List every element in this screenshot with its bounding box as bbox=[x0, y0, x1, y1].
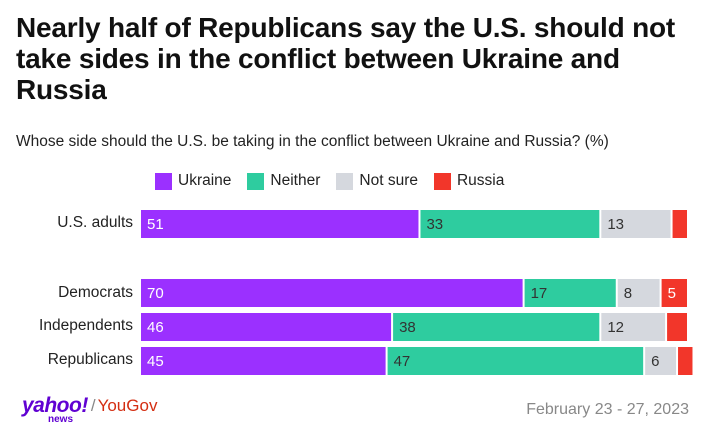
survey-date: February 23 - 27, 2023 bbox=[526, 401, 689, 418]
value-label-republicans-ukraine: 45 bbox=[147, 353, 164, 370]
value-label-republicans-not-sure: 6 bbox=[651, 353, 659, 370]
legend-label-russia: Russia bbox=[456, 172, 505, 189]
legend-label-not-sure: Not sure bbox=[359, 172, 418, 189]
legend-item-russia: Russia bbox=[433, 172, 505, 190]
bar-republicans-not-sure bbox=[645, 347, 677, 375]
row-label-republicans: Republicans bbox=[47, 351, 133, 368]
value-label-democrats-not-sure: 8 bbox=[624, 285, 632, 302]
legend-label-ukraine: Ukraine bbox=[178, 172, 232, 189]
bar-independents-not-sure bbox=[601, 313, 666, 341]
bar-independents-ukraine bbox=[141, 313, 392, 341]
legend-swatch-not-sure bbox=[336, 172, 354, 190]
bar-independents-neither bbox=[393, 313, 600, 341]
chart-legend: Ukraine Neither Not sure Russia bbox=[155, 171, 520, 191]
bar-democrats-not-sure bbox=[617, 279, 660, 307]
legend-item-not-sure: Not sure bbox=[336, 172, 418, 190]
legend-swatch-ukraine bbox=[155, 172, 172, 190]
value-label-u-s-adults-ukraine: 51 bbox=[147, 216, 164, 233]
bar-u-s-adults-ukraine bbox=[141, 210, 419, 238]
bar-democrats-russia bbox=[661, 279, 687, 307]
chart-title: Nearly half of Republicans say the U.S. … bbox=[16, 12, 676, 105]
bar-republicans-russia bbox=[678, 347, 693, 375]
yahoo-news-text: news bbox=[48, 414, 74, 425]
bar-republicans-ukraine bbox=[141, 347, 386, 375]
value-label-democrats-neither: 17 bbox=[531, 285, 548, 302]
value-label-republicans-neither: 47 bbox=[394, 353, 411, 370]
bar-independents-russia bbox=[667, 313, 687, 341]
legend-item-ukraine: Ukraine bbox=[155, 172, 231, 190]
row-label-independents: Independents bbox=[39, 317, 133, 334]
yougov-logo-text: YouGov bbox=[97, 396, 158, 415]
row-label-democrats: Democrats bbox=[58, 284, 133, 301]
value-label-u-s-adults-neither: 33 bbox=[426, 216, 443, 233]
row-label-us-adults: U.S. adults bbox=[57, 214, 133, 231]
value-label-u-s-adults-not-sure: 13 bbox=[607, 216, 624, 233]
legend-label-neither: Neither bbox=[270, 172, 321, 189]
brand-logo: yahoo! news / YouGov bbox=[22, 394, 158, 425]
bar-democrats-neither bbox=[524, 279, 616, 307]
chart-subtitle: Whose side should the U.S. be taking in … bbox=[16, 133, 609, 150]
bar-republicans-neither bbox=[387, 347, 644, 375]
value-label-independents-not-sure: 12 bbox=[607, 319, 624, 336]
legend-item-neither: Neither bbox=[247, 172, 320, 190]
bar-u-s-adults-neither bbox=[420, 210, 600, 238]
yahoo-logo-text: yahoo! bbox=[22, 394, 88, 417]
legend-swatch-neither bbox=[247, 172, 265, 190]
value-label-independents-ukraine: 46 bbox=[147, 319, 164, 336]
bar-u-s-adults-not-sure bbox=[601, 210, 671, 238]
bar-u-s-adults-russia bbox=[672, 210, 687, 238]
value-label-democrats-ukraine: 70 bbox=[147, 285, 164, 302]
value-label-democrats-russia: 5 bbox=[668, 285, 676, 302]
bar-democrats-ukraine bbox=[141, 279, 523, 307]
logo-separator: / bbox=[90, 396, 96, 415]
legend-swatch-russia bbox=[433, 172, 451, 190]
value-label-independents-neither: 38 bbox=[399, 319, 416, 336]
